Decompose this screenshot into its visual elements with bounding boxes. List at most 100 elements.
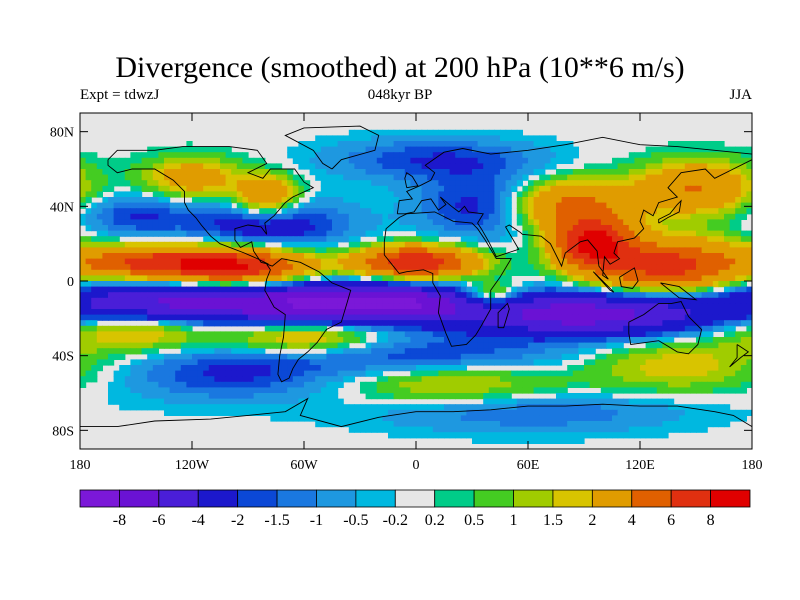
field-cell [444,314,451,321]
field-cell [662,365,669,372]
field-cell [735,365,742,372]
field-cell [466,230,473,237]
field-cell [640,337,647,344]
field-cell [572,264,579,271]
field-cell [561,325,568,332]
field-cell [388,303,395,310]
field-cell [186,163,193,170]
field-cell [612,309,619,316]
field-cell [449,258,456,265]
field-cell [113,387,120,394]
field-cell [410,325,417,332]
field-cell [343,202,350,209]
field-cell [376,247,383,254]
field-cell [399,225,406,232]
field-cell [248,225,255,232]
field-cell [438,309,445,316]
field-cell [292,281,299,288]
field-cell [141,264,148,271]
field-cell [505,359,512,366]
field-cell [119,303,126,310]
field-cell [460,281,467,288]
field-cell [91,185,98,192]
field-cell [393,253,400,260]
field-cell [399,258,406,265]
field-cell [449,185,456,192]
field-cell [304,236,311,243]
field-cell [707,342,714,349]
field-cell [220,370,227,377]
field-cell [544,174,551,181]
field-cell [124,314,131,321]
field-cell [634,197,641,204]
field-cell [186,365,193,372]
field-cell [628,225,635,232]
field-cell [645,197,652,204]
field-cell [287,331,294,338]
field-cell [746,174,752,181]
field-cell [292,297,299,304]
field-cell [746,152,752,159]
field-cell [376,303,383,310]
field-cell [208,219,215,226]
field-cell [348,297,355,304]
field-cell [617,297,624,304]
field-cell [578,314,585,321]
field-cell [326,247,333,254]
field-cell [119,281,126,288]
field-cell [718,309,725,316]
field-cell [516,129,523,136]
field-cell [382,264,389,271]
field-cell [679,180,686,187]
field-cell [589,258,596,265]
field-cell [80,359,87,366]
field-cell [388,281,395,288]
field-cell [718,269,725,276]
field-cell [746,264,752,271]
field-cell [197,225,204,232]
field-cell [136,253,143,260]
field-cell [404,348,411,355]
field-cell [701,337,708,344]
field-cell [315,353,322,360]
field-cell [584,275,591,282]
field-cell [690,152,697,159]
field-cell [460,331,467,338]
field-cell [354,191,361,198]
field-cell [365,191,372,198]
field-cell [707,353,714,360]
field-cell [259,370,266,377]
field-cell [729,331,736,338]
field-cell [516,370,523,377]
field-cell [225,381,232,388]
field-cell [561,269,568,276]
field-cell [673,370,680,377]
field-cell [617,264,624,271]
field-cell [494,309,501,316]
field-cell [192,185,199,192]
field-cell [96,230,103,237]
field-cell [505,320,512,327]
field-cell [634,225,641,232]
field-cell [735,225,742,232]
field-cell [360,359,367,366]
field-cell [147,381,154,388]
field-cell [376,359,383,366]
field-cell [309,281,316,288]
field-cell [584,253,591,260]
field-cell [130,348,137,355]
field-cell [656,331,663,338]
field-cell [500,146,507,153]
field-cell [438,185,445,192]
field-cell [740,269,747,276]
field-cell [740,253,747,260]
field-cell [388,129,395,136]
field-cell [85,348,92,355]
field-cell [354,253,361,260]
field-cell [242,365,249,372]
field-cell [477,381,484,388]
field-cell [494,157,501,164]
field-cell [141,152,148,159]
field-cell [701,236,708,243]
field-cell [567,297,574,304]
